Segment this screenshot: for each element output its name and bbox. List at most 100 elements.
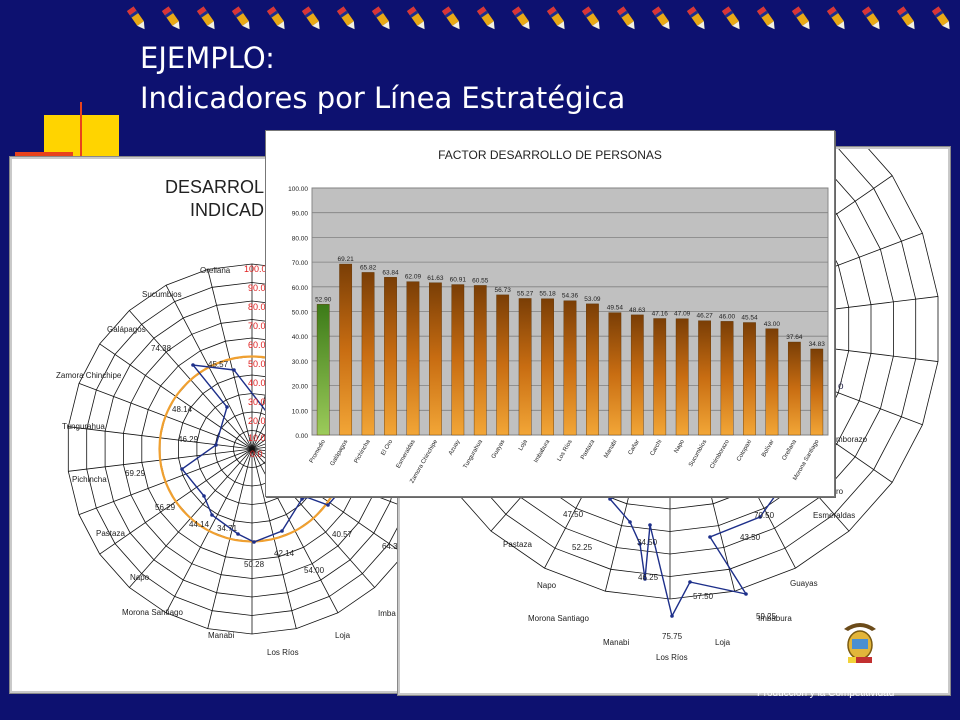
scale-label: 0.0 (250, 449, 263, 459)
left-radar-axis-labels: Orellana Sucumbios Galápagos Zamora Chin… (56, 266, 396, 657)
bar-value-label: 52.90 (315, 296, 332, 303)
scale-label: 30.0 (248, 397, 266, 407)
bar-pastaza (586, 303, 599, 436)
bar-value-label: 49.54 (607, 305, 624, 312)
axis-label: Sucumbios (142, 290, 182, 299)
bar-zamora-chinchipe (429, 282, 442, 436)
axis-label: Imba (378, 609, 396, 618)
bar-value-label: 53.09 (584, 296, 601, 303)
pencil-icon (546, 6, 565, 30)
pencil-icon (651, 6, 670, 30)
axis-label: Los Ríos (267, 648, 299, 657)
right-radar-series-point (608, 497, 612, 501)
right-radar-series-point (708, 535, 712, 539)
axis-label: Morona Santiago (528, 614, 589, 623)
pencil-icon (616, 6, 635, 30)
x-tick-label: Loja (518, 438, 529, 451)
x-tick-label: Manabí (603, 439, 618, 460)
bar-cotopaxi (743, 322, 756, 436)
right-radar-value-labels: 47.50 52.25 34.50 46.25 75.75 57.50 59.2… (563, 510, 777, 641)
scale-label: 100.0 (244, 264, 267, 274)
bar-cañar (630, 314, 644, 436)
bar-galápagos (339, 263, 353, 436)
vertical-line-decoration (80, 102, 82, 162)
left-radar-series-point (214, 443, 218, 447)
axis-label: Zamora Chinchipe (56, 371, 122, 380)
scale-label: 70.0 (248, 321, 266, 331)
left-radar-series-point (191, 363, 195, 367)
bar-value-labels: 52.90 69.21 65.82 63.84 62.09 61.63 60.91 60.55… (315, 256, 825, 348)
y-tick-label: 70.00 (292, 260, 309, 267)
pencil-icon (301, 6, 320, 30)
pencil-icon (826, 6, 845, 30)
left-radar-value-labels: 45.57 74.38 48.14 46.29 69.29 56.29 44.1… (125, 344, 398, 575)
bar-value-label: 60.91 (450, 277, 467, 284)
scale-label: 80.0 (248, 302, 266, 312)
x-tick-label: Cotopaxi (736, 439, 753, 463)
scale-label: 10.0 (248, 433, 266, 443)
scale-label: 90.0 (248, 283, 266, 293)
bar-chart-panel: FACTOR DESARROLLO DE PERSONAS 100.00 90.0… (265, 130, 835, 497)
axis-label: Imbabura (758, 614, 792, 623)
x-tick-label: Guayas (491, 439, 507, 460)
pencil-icon (196, 6, 215, 30)
left-radar-series-point (280, 529, 284, 533)
bar-azuay (451, 284, 465, 436)
right-radar-series-point (648, 523, 652, 527)
axis-label: Pastaza (96, 529, 125, 538)
left-radar-scale: 100.0 90.0 80.0 70.0 60.0 50.0 40.0 30.0… (244, 264, 267, 459)
bar-value-label: 55.18 (539, 291, 556, 298)
x-tick-label: Los Ríos (557, 439, 574, 463)
pencil-icon (126, 6, 145, 30)
pencil-icon (441, 6, 460, 30)
bar-chart-title: FACTOR DESARROLLO DE PERSONAS (438, 148, 662, 162)
bar-guayas (496, 294, 510, 436)
value-label: 75.75 (662, 632, 683, 641)
bar-value-label: 43.00 (764, 321, 781, 328)
bar-esmeraldas (406, 281, 420, 436)
value-label: 56.29 (155, 503, 176, 512)
bar-value-label: 47.09 (674, 311, 691, 318)
pencil-icon (861, 6, 880, 30)
bar-napo (675, 318, 689, 436)
right-radar-series-point (638, 542, 642, 546)
value-label: 46.29 (178, 435, 199, 444)
x-tick-label: Imbabura (533, 438, 551, 464)
axis-label: ro (836, 487, 844, 496)
y-tick-label: 30.00 (292, 359, 309, 366)
left-radar-series-point (180, 467, 184, 471)
bar-value-label: 62.09 (405, 274, 422, 281)
pencil-icon (721, 6, 740, 30)
right-radar-series-point (758, 515, 762, 519)
y-tick-label: 10.00 (292, 408, 309, 415)
right-radar-fragment: ó (838, 381, 844, 392)
value-label: 70.50 (754, 511, 775, 520)
y-tick-label: 0.00 (295, 433, 308, 440)
value-label: 43.50 (740, 533, 761, 542)
value-label: 52.25 (572, 543, 593, 552)
bar-value-label: 63.84 (382, 269, 399, 276)
left-radar-series-point (232, 368, 236, 372)
value-label: 54.00 (304, 566, 325, 575)
y-tick-label: 50.00 (292, 310, 309, 317)
axis-label: Guayas (790, 579, 818, 588)
axis-label: Pichincha (72, 475, 107, 484)
pencil-icon (896, 6, 915, 30)
x-tick-label: Pichincha (354, 438, 373, 464)
pencil-icon (931, 6, 950, 30)
axis-label: Manabi (603, 638, 629, 647)
axis-label: Morona Santiago (122, 608, 183, 617)
bar-value-label: 65.82 (360, 264, 377, 271)
pencil-icon (511, 6, 530, 30)
axis-label: Esmeraldas (813, 511, 855, 520)
right-radar-series-point (670, 614, 674, 618)
title-line-2: Indicadores por Línea Estratégica (140, 81, 626, 115)
value-label: 44.14 (189, 520, 210, 529)
pencil-icon (266, 6, 285, 30)
x-tick-label: Tungurahua (463, 438, 485, 469)
pencil-icon (476, 6, 495, 30)
x-tick-label: Sucumbíos (688, 439, 708, 468)
value-label: 50.28 (244, 560, 265, 569)
pencil-icon (791, 6, 810, 30)
right-radar-axis-labels: mborazo ro Esmeraldas Guayas Imbabura Lo… (503, 435, 868, 662)
